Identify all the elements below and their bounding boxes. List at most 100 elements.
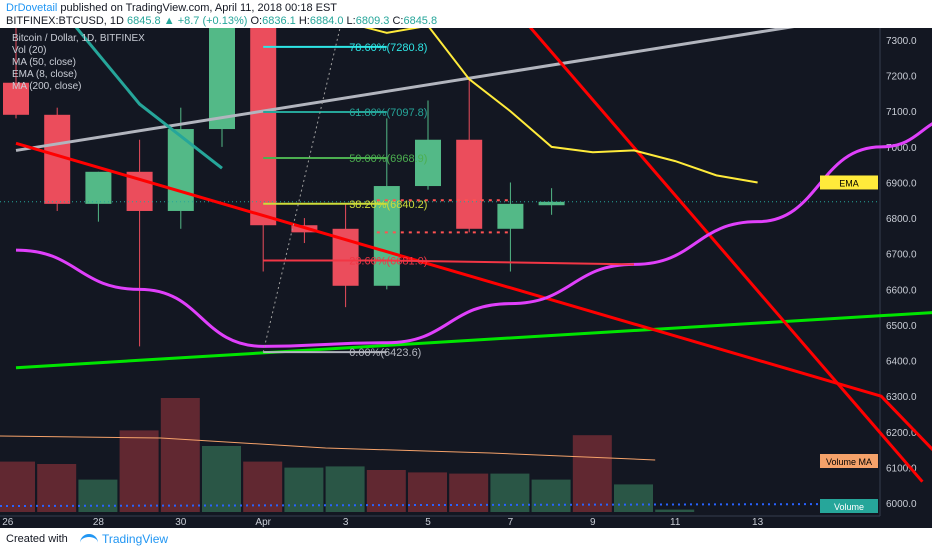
y-tick-label: 7100.0 <box>886 107 917 118</box>
last-price: 6845.8 <box>127 15 161 27</box>
volume-bar <box>284 467 324 512</box>
candle-body <box>538 201 565 206</box>
legend-symbol: Bitcoin / Dollar, 1D, BITFINEX <box>12 33 145 44</box>
y-tick-label: 6500.0 <box>886 321 917 332</box>
fib-level-label: 61.80%(7097.8) <box>349 107 427 119</box>
volume-ma-line <box>0 435 656 461</box>
x-tick-label: 30 <box>175 517 187 528</box>
volume-bar <box>243 461 283 512</box>
ma50-line <box>74 28 223 170</box>
candle-body <box>250 28 277 226</box>
ohlc-c-value: 6845.8 <box>403 15 438 27</box>
volume-bar <box>160 398 200 512</box>
chart-header: DrDovetail published on TradingView.com,… <box>0 0 932 28</box>
created-with-text: Created with <box>6 533 68 545</box>
volume-bar <box>202 446 241 512</box>
x-tick-label: 9 <box>590 517 596 528</box>
y-tick-label: 7200.0 <box>886 72 917 83</box>
symbol-label: BITFINEX:BTCUSD, 1D <box>6 15 124 27</box>
ema-axis-tag: EMA <box>839 178 859 188</box>
y-tick-label: 6700.0 <box>886 250 917 261</box>
y-tick-label: 6100.0 <box>886 463 917 474</box>
volume-bar <box>572 435 612 512</box>
legend-ma200[interactable]: MA (200, close) <box>12 81 82 92</box>
x-tick-label: 11 <box>670 517 681 528</box>
fib-level-label: 50.00%(6968.9) <box>349 153 427 165</box>
tradingview-icon <box>80 534 98 545</box>
chart-area[interactable]: 7300.0 7200.0 7100.0 7000.0 6900.0 6800.0 6700… <box>0 28 932 528</box>
y-tick-label: 6200.0 <box>886 428 917 439</box>
candle-body <box>415 139 441 187</box>
y-tick-label: 6900.0 <box>886 178 917 189</box>
volume-bar <box>449 473 489 512</box>
ohlc-h-label: H: <box>298 15 310 27</box>
volume-bar <box>0 461 35 512</box>
symbol-line: BITFINEX:BTCUSD, 1D 6845.8 ▲ +8.7 (+0.13… <box>6 15 437 27</box>
footer: Created with TradingView <box>0 528 932 550</box>
volume-bar <box>119 430 159 512</box>
trend-line-gray <box>15 28 795 152</box>
trend-line-green <box>15 311 932 370</box>
ohlc-o-value: 6836.1 <box>262 15 296 27</box>
author-link[interactable]: DrDovetail <box>6 2 58 14</box>
ema-axis-tag-bg <box>820 175 878 190</box>
ohlc-l-value: 6809.3 <box>355 15 390 27</box>
candle-body <box>209 28 235 130</box>
legend-ma50[interactable]: MA (50, close) <box>12 57 76 68</box>
volume-axis-tag-bg <box>820 499 878 513</box>
candle-body <box>167 129 194 211</box>
change-arrow-icon: ▲ <box>163 15 175 27</box>
x-tick-label: 28 <box>93 517 105 528</box>
trend-line-red-2 <box>528 28 924 483</box>
ema-line <box>364 28 758 184</box>
y-tick-label: 7300.0 <box>886 36 917 47</box>
publish-line: DrDovetail published on TradingView.com,… <box>6 2 337 14</box>
y-tick-label: 6600.0 <box>886 285 917 296</box>
published-text: published on TradingView.com, April 11, … <box>60 2 338 14</box>
fib-extension-line <box>386 259 635 266</box>
y-tick-label: 7000.0 <box>886 143 917 154</box>
volume-bar <box>408 472 447 512</box>
candle-body <box>85 171 112 204</box>
y-tick-label: 6300.0 <box>886 392 917 403</box>
x-tick-label: 26 <box>2 517 14 528</box>
fib-level-label: 78.60%(7280.8) <box>349 42 427 54</box>
volume-bar <box>490 473 530 512</box>
volume-ma-axis-tag-bg <box>820 454 878 468</box>
fib-level-label: 0.00%(6423.6) <box>349 347 421 359</box>
candle-body <box>456 139 483 229</box>
volume-ma-axis-tag: Volume MA <box>826 457 872 467</box>
volume-dotted-line <box>0 503 881 507</box>
legend-vol[interactable]: Vol (20) <box>12 45 47 56</box>
ohlc-l-label: L: <box>346 15 356 27</box>
volume-bar <box>325 466 365 512</box>
indicator-legend: Bitcoin / Dollar, 1D, BITFINEX Vol (20) … <box>12 33 145 93</box>
volume-bar <box>78 479 118 512</box>
price-axis <box>880 28 932 528</box>
x-tick-label: 5 <box>425 517 431 528</box>
y-tick-label: 6000.0 <box>886 499 917 510</box>
volume-bar <box>655 509 695 512</box>
price-change: +8.7 (+0.13%) <box>177 15 248 27</box>
price-chart[interactable]: 7300.0 7200.0 7100.0 7000.0 6900.0 6800.0 6700… <box>0 28 932 528</box>
volume-bar <box>614 484 653 512</box>
y-tick-label: 6400.0 <box>886 357 917 368</box>
tradingview-logo[interactable]: TradingView <box>80 532 168 546</box>
fib-level-label: 38.20%(6840.2) <box>349 199 427 211</box>
ohlc-o-label: O: <box>250 15 263 27</box>
candle-body <box>497 203 524 229</box>
x-tick-label: 7 <box>508 517 514 528</box>
legend-ema[interactable]: EMA (8, close) <box>12 69 78 80</box>
volume-axis-tag: Volume <box>834 502 864 512</box>
ohlc-c-label: C: <box>392 15 404 27</box>
ohlc-h-value: 6884.0 <box>309 15 344 27</box>
tradingview-brand: TradingView <box>102 532 169 546</box>
candle-body <box>373 186 400 286</box>
volume-bar <box>37 464 77 512</box>
x-tick-label: 13 <box>752 517 764 528</box>
candle-body <box>3 82 29 115</box>
x-tick-label: 3 <box>343 517 349 528</box>
trend-line-red-1 <box>15 141 932 452</box>
x-tick-label: Apr <box>255 517 271 528</box>
volume-bar <box>531 479 571 512</box>
